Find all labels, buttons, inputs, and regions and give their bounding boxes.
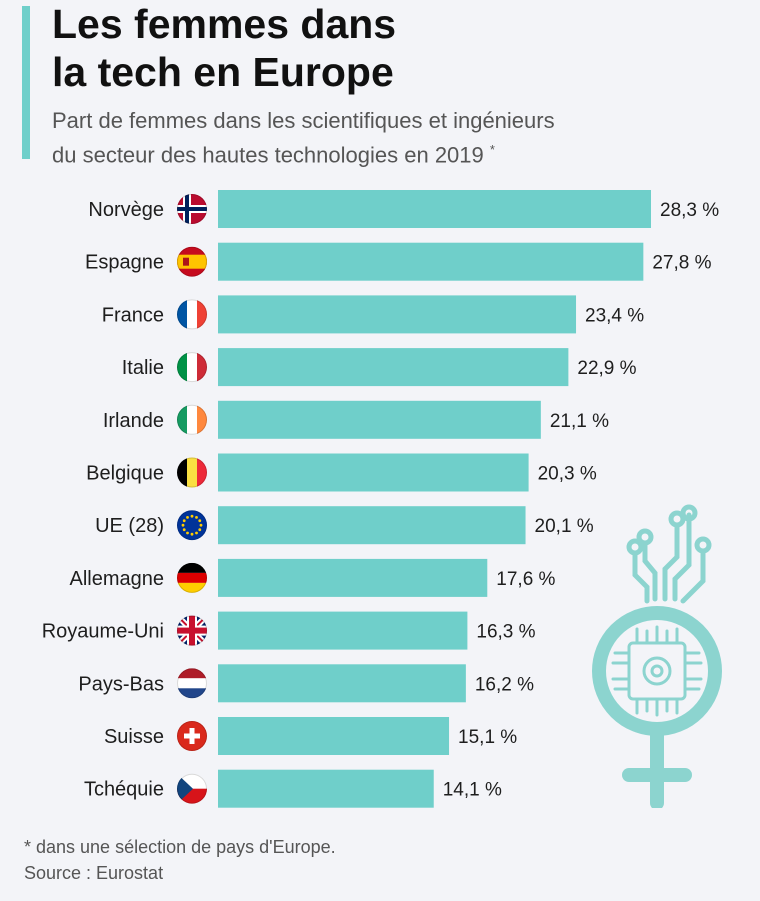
- value-label: 16,2 %: [475, 674, 534, 695]
- value-label: 27,8 %: [652, 253, 711, 274]
- category-label: Tchéquie: [84, 779, 164, 801]
- bar-row: Tchéquie 14,1 %: [84, 769, 502, 808]
- category-label: Espagne: [85, 252, 164, 274]
- eu-flag-icon: [177, 510, 207, 541]
- bar: [218, 611, 468, 650]
- bar-row: Norvège 28,3 %: [88, 190, 719, 228]
- subtitle-line-2: du secteur des hautes technologies en 20…: [52, 142, 484, 168]
- accent-bar: [22, 6, 30, 159]
- subtitle-footnote-mark: *: [489, 142, 495, 157]
- value-label: 16,3 %: [476, 622, 535, 643]
- belgium-flag-icon: [177, 457, 207, 488]
- value-label: 20,3 %: [538, 464, 597, 485]
- bar: [218, 717, 450, 755]
- bar: [218, 769, 434, 808]
- uk-flag-icon: [177, 615, 207, 646]
- spain-flag-icon: [177, 246, 207, 277]
- bar: [218, 190, 651, 228]
- category-label: Italie: [122, 357, 164, 379]
- subtitle-line-1: Part de femmes dans les scientifiques et…: [52, 108, 555, 133]
- switzerland-flag-icon: [177, 721, 207, 751]
- category-label: Suisse: [104, 726, 164, 748]
- netherlands-flag-icon: [177, 668, 207, 699]
- bar-row: France 23,4 %: [102, 295, 644, 334]
- bar: [218, 242, 644, 281]
- value-label: 15,1 %: [458, 727, 517, 748]
- women-in-tech-illustration: [592, 504, 722, 808]
- bar: [218, 558, 488, 597]
- category-label: Belgique: [86, 463, 164, 485]
- bar-row: Espagne 27,8 %: [85, 242, 712, 281]
- category-label: UE (28): [95, 515, 164, 537]
- bar-row: Pays-Bas 16,2 %: [78, 664, 534, 703]
- category-label: Norvège: [88, 199, 164, 221]
- category-label: France: [102, 304, 164, 326]
- norway-flag-icon: [177, 194, 207, 224]
- bar: [218, 295, 577, 334]
- bar-row: Royaume-Uni 16,3 %: [42, 611, 536, 650]
- bar-row: UE (28) 20,1 %: [95, 506, 594, 545]
- bar-chart: Norvège 28,3 % Espagne 27,8 % France 23,4 % It…: [42, 190, 719, 808]
- chart-title: Les femmes dans la tech en Europe: [52, 0, 692, 96]
- bar-row: Allemagne 17,6 %: [69, 558, 556, 597]
- value-label: 14,1 %: [443, 780, 502, 801]
- category-label: Irlande: [103, 410, 164, 432]
- bar: [218, 664, 466, 703]
- italy-flag-icon: [177, 352, 207, 383]
- bar-row: Suisse 15,1 %: [104, 717, 517, 755]
- category-label: Allemagne: [69, 568, 164, 590]
- bar: [218, 400, 541, 439]
- bar-row: Italie 22,9 %: [122, 348, 637, 387]
- bar-row: Belgique 20,3 %: [86, 453, 597, 492]
- germany-flag-icon: [177, 562, 207, 593]
- value-label: 17,6 %: [496, 569, 555, 590]
- footnote: * dans une sélection de pays d'Europe.: [24, 837, 336, 857]
- bar-row: Irlande 21,1 %: [103, 400, 609, 439]
- value-label: 21,1 %: [550, 411, 609, 432]
- title-line-1: Les femmes dans: [52, 1, 397, 47]
- bar: [218, 348, 569, 387]
- category-label: Royaume-Uni: [42, 621, 164, 643]
- value-label: 22,9 %: [577, 358, 636, 379]
- value-label: 28,3 %: [660, 200, 719, 221]
- source-note: Source : Eurostat: [24, 863, 164, 883]
- czechia-flag-icon: [177, 773, 207, 804]
- category-label: Pays-Bas: [78, 673, 164, 695]
- value-label: 20,1 %: [535, 516, 594, 537]
- france-flag-icon: [177, 299, 207, 330]
- chart-subtitle: Part de femmes dans les scientifiques et…: [52, 106, 712, 169]
- title-line-2: la tech en Europe: [52, 49, 394, 95]
- ireland-flag-icon: [177, 404, 207, 435]
- bar: [218, 453, 529, 492]
- value-label: 23,4 %: [585, 305, 644, 326]
- bar: [218, 506, 526, 545]
